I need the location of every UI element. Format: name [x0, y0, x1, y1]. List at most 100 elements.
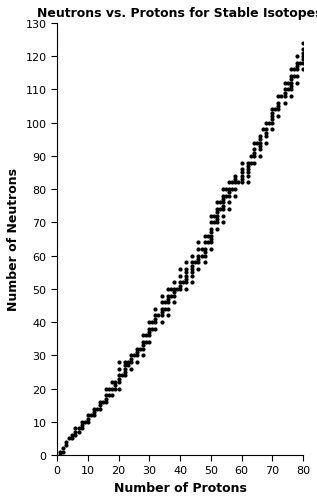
Point [113, 378, 118, 386]
Point [110, 391, 115, 399]
Point [227, 189, 232, 197]
Point [147, 332, 152, 340]
Point [202, 252, 207, 260]
Point [208, 219, 213, 227]
Point [190, 252, 195, 260]
Point [159, 299, 164, 307]
Point [79, 425, 84, 433]
Point [134, 352, 139, 360]
Point [165, 299, 170, 307]
Point [156, 312, 161, 320]
Point [221, 192, 226, 200]
Point [122, 368, 127, 376]
Point [227, 199, 232, 207]
Point [221, 199, 226, 207]
Point [153, 305, 158, 313]
Point [291, 66, 296, 74]
Point [184, 266, 189, 274]
Point [153, 319, 158, 327]
Point [257, 152, 262, 160]
Point [294, 60, 299, 68]
Point [239, 172, 244, 180]
Point [257, 139, 262, 147]
Point [61, 448, 66, 456]
Point [88, 411, 94, 419]
Point [190, 272, 195, 280]
Point [257, 136, 262, 144]
Point [270, 106, 275, 114]
Point [73, 431, 78, 439]
Point [104, 395, 109, 403]
Point [239, 159, 244, 167]
Point [171, 279, 176, 287]
Point [196, 256, 201, 264]
Point [134, 358, 139, 366]
Point [282, 86, 287, 94]
Point [202, 239, 207, 247]
Point [199, 252, 204, 260]
Point [301, 53, 306, 61]
Point [214, 199, 219, 207]
Point [104, 385, 109, 393]
Point [184, 269, 189, 277]
Point [301, 60, 306, 68]
Point [100, 398, 106, 406]
Point [245, 179, 250, 187]
Point [168, 292, 173, 300]
Point [140, 345, 146, 353]
Point [190, 266, 195, 274]
Point [221, 202, 226, 210]
Point [288, 80, 293, 88]
Point [251, 146, 256, 154]
Point [116, 365, 121, 373]
Point [70, 431, 75, 439]
Point [91, 411, 96, 419]
Point [165, 295, 170, 303]
Point [196, 266, 201, 274]
Point [162, 305, 167, 313]
Point [140, 342, 146, 350]
Point [214, 205, 219, 213]
Point [193, 259, 198, 267]
Point [85, 411, 90, 419]
Point [288, 76, 293, 84]
Point [288, 93, 293, 101]
Point [159, 309, 164, 317]
Point [202, 232, 207, 240]
Point [190, 269, 195, 277]
Point [245, 172, 250, 180]
Point [205, 232, 210, 240]
Point [214, 219, 219, 227]
Point [251, 159, 256, 167]
Point [144, 332, 149, 340]
Point [165, 305, 170, 313]
Point [147, 319, 152, 327]
Point [110, 378, 115, 386]
Point [128, 365, 133, 373]
Point [239, 176, 244, 184]
Point [85, 415, 90, 423]
Point [165, 312, 170, 320]
Point [196, 252, 201, 260]
Point [239, 179, 244, 187]
Point [178, 282, 183, 290]
Point [122, 365, 127, 373]
Point [263, 129, 268, 137]
Point [239, 169, 244, 177]
Point [294, 63, 299, 71]
Point [79, 418, 84, 426]
Point [199, 245, 204, 254]
Point [125, 362, 130, 370]
Point [208, 212, 213, 220]
Point [208, 225, 213, 233]
Point [150, 319, 155, 327]
Point [184, 259, 189, 267]
Point [153, 325, 158, 333]
Point [288, 66, 293, 74]
Point [214, 225, 219, 233]
Point [236, 179, 241, 187]
Point [128, 352, 133, 360]
Point [138, 345, 143, 353]
Point [76, 425, 81, 433]
Point [162, 299, 167, 307]
